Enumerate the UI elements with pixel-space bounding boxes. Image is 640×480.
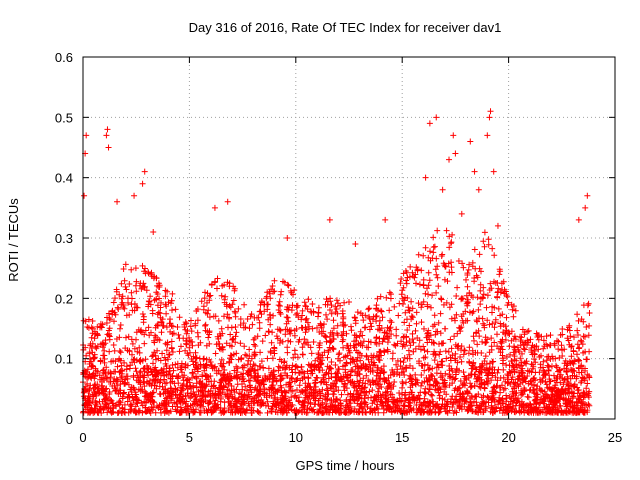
y-tick-label: 0.6 (55, 50, 73, 65)
scatter-point (452, 150, 459, 157)
scatter-point (439, 186, 446, 193)
x-tick-label: 0 (79, 430, 86, 445)
scatter-point (487, 108, 494, 115)
data-points (80, 108, 593, 416)
x-tick-label: 25 (608, 430, 622, 445)
scatter-point (422, 174, 429, 181)
scatter-point (486, 114, 493, 121)
x-axis-label: GPS time / hours (296, 458, 395, 473)
scatter-point (450, 132, 457, 139)
scatter-point (471, 168, 478, 175)
scatter-point (426, 120, 433, 127)
scatter-point (582, 204, 589, 211)
scatter-point (139, 180, 146, 187)
scatter-point (211, 204, 218, 211)
scatter-point (141, 168, 148, 175)
chart-title: Day 316 of 2016, Rate Of TEC Index for r… (189, 20, 502, 35)
scatter-point (83, 132, 90, 139)
scatter-point (446, 156, 453, 163)
scatter-point (467, 138, 474, 145)
y-tick-label: 0.1 (55, 352, 73, 367)
scatter-point (105, 144, 112, 151)
y-tick-label: 0.4 (55, 171, 73, 186)
axis-ticks: 0 0.1 0.2 0.3 0.4 0.5 0.6 0 5 10 15 20 25 (55, 50, 622, 445)
scatter-point (475, 186, 482, 193)
scatter-cloud (80, 227, 593, 416)
x-tick-label: 10 (289, 430, 303, 445)
scatter-point (326, 216, 333, 223)
scatter-point (103, 132, 110, 139)
scatter-point (382, 216, 389, 223)
scatter-point (104, 126, 111, 133)
scatter-point (284, 235, 291, 241)
x-tick-label: 15 (395, 430, 409, 445)
scatter-point (484, 132, 491, 139)
x-tick-label: 5 (186, 430, 193, 445)
y-axis-label: ROTI / TECUs (6, 198, 21, 282)
y-tick-label: 0.5 (55, 110, 73, 125)
scatter-point (224, 198, 231, 205)
scatter-point (494, 222, 501, 229)
scatter-point (584, 192, 591, 199)
x-tick-label: 20 (501, 430, 515, 445)
scatter-point (433, 114, 440, 121)
scatter-point (150, 228, 157, 235)
scatter-point (490, 168, 497, 175)
scatter-point (352, 241, 359, 248)
y-tick-label: 0 (66, 412, 73, 427)
scatter-point (458, 210, 465, 217)
scatter-point (131, 192, 138, 199)
y-tick-label: 0.2 (55, 291, 73, 306)
scatter-point (81, 192, 88, 199)
scatter-point (114, 198, 121, 205)
y-tick-label: 0.3 (55, 231, 73, 246)
scatter-point (575, 216, 582, 223)
